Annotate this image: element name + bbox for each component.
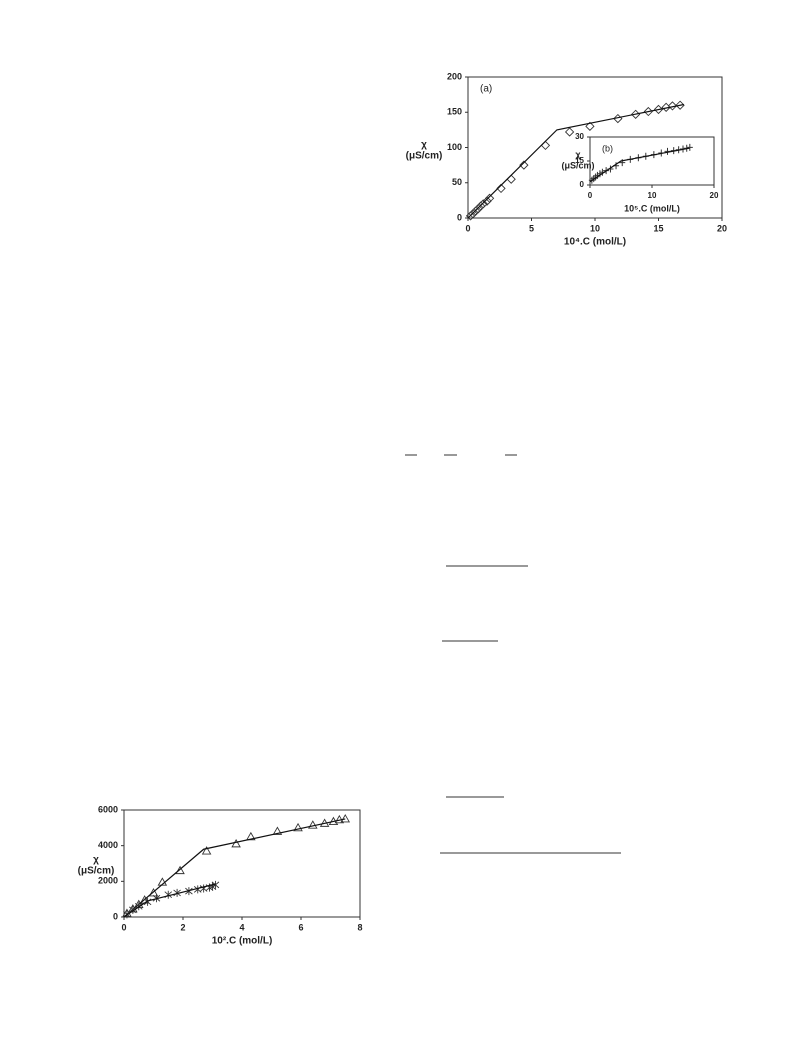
diamond-marker (473, 204, 483, 214)
y-tick-label: 200 (447, 71, 462, 81)
y-tick-label: 6000 (98, 804, 118, 814)
y-tick-label: 0 (113, 911, 118, 921)
x-axis-label: 10⁵.C (mol/L) (624, 203, 680, 213)
diamond-marker (476, 201, 486, 211)
asterisk-marker (173, 888, 181, 897)
triangle-marker (175, 865, 185, 875)
x-tick-label: 10 (648, 191, 657, 200)
y-tick-label: 0 (580, 180, 585, 189)
x-tick-label: 20 (710, 191, 719, 200)
y-axis-label: χ (93, 855, 99, 866)
asterisk-marker (199, 884, 208, 893)
y-tick-label: 100 (447, 142, 462, 152)
triangle-marker (272, 826, 283, 835)
diamond-marker (667, 101, 678, 111)
x-tick-label: 0 (465, 223, 470, 233)
panel-label: (b) (602, 143, 613, 153)
plus-marker (686, 143, 693, 151)
diamond-marker (519, 160, 529, 170)
equation-rules (405, 454, 621, 854)
diamond-marker (484, 193, 495, 203)
x-tick-label: 15 (653, 223, 663, 233)
y-tick-label: 2000 (98, 876, 118, 886)
y-tick-label: 4000 (98, 840, 118, 850)
x-tick-label: 10 (590, 223, 600, 233)
diamond-marker (470, 206, 481, 216)
y-axis-label: (μS/cm) (406, 151, 443, 162)
diamond-marker (675, 100, 685, 110)
triangle-marker (308, 820, 318, 829)
triangle-marker (340, 814, 351, 823)
x-tick-label: 0 (121, 922, 126, 932)
diamond-marker (643, 106, 653, 117)
y-axis-label: χ (421, 140, 427, 151)
triangle-marker (231, 838, 241, 848)
y-axis-label: (μS/cm) (78, 866, 115, 877)
fit-line (123, 818, 346, 918)
diamond-marker (564, 127, 575, 137)
diamond-marker (468, 209, 478, 219)
x-tick-label: 5 (529, 223, 534, 233)
diamond-marker (478, 199, 488, 209)
triangle-marker (293, 822, 303, 832)
fit-line (467, 103, 685, 219)
y-axis-label: (μS/cm) (561, 160, 594, 170)
x-axis-label: 10⁴.C (mol/L) (564, 237, 626, 248)
x-axis-label: 10².C (mol/L) (212, 936, 273, 947)
diamond-marker (653, 104, 664, 115)
triangle-marker (201, 846, 212, 855)
y-axis-label: χ (575, 149, 581, 159)
asterisk-marker (211, 880, 220, 889)
x-tick-label: 4 (239, 922, 244, 932)
panel-label: (a) (480, 84, 492, 95)
x-tick-label: 8 (357, 922, 362, 932)
chart: 0 2 4 6 8 0 2000 4000 6000 10².C (mol/L) χ(μS/cm) (78, 804, 363, 946)
chart: 0 10 20 0 15 30 10⁵.C (mol/L) χ(μS/cm) (b) (561, 132, 719, 213)
diamond-marker (585, 121, 595, 131)
triangle-marker (246, 831, 256, 841)
diamond-marker (540, 140, 551, 151)
diamond-marker (482, 196, 492, 206)
diamond-marker (496, 183, 506, 194)
x-tick-label: 6 (298, 922, 303, 932)
triangle-marker (157, 877, 168, 886)
diamond-marker (506, 174, 516, 184)
y-tick-label: 30 (575, 132, 584, 141)
y-tick-label: 50 (452, 177, 462, 187)
y-tick-label: 150 (447, 107, 462, 117)
fit-line (123, 883, 216, 918)
y-tick-label: 15 (575, 156, 584, 165)
y-tick-label: 0 (457, 212, 462, 222)
plot-frame (589, 136, 715, 186)
x-tick-label: 20 (717, 223, 727, 233)
fit-line (589, 147, 690, 183)
x-tick-label: 0 (588, 191, 593, 200)
diamond-marker (465, 211, 476, 221)
x-tick-label: 2 (180, 922, 185, 932)
